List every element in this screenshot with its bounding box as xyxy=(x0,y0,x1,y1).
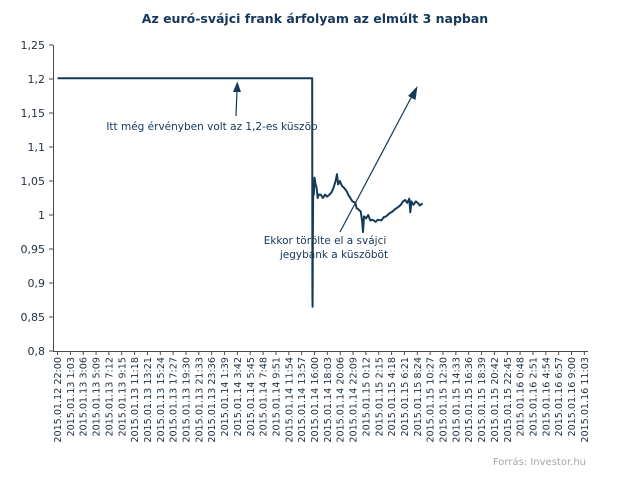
x-tick-label: 2015.01.16 6:57 xyxy=(554,357,565,437)
x-tick-label: 2015.01.13 3:06 xyxy=(79,357,90,437)
arrow-threshold-active xyxy=(235,89,238,117)
x-tick-label: 2015.01.15 10:27 xyxy=(426,357,437,443)
annotation-threshold-removed-line2: jegybank a küszöböt xyxy=(279,249,388,261)
series-line-eur-chf xyxy=(57,77,424,308)
x-tick-label: 2015.01.13 7:12 xyxy=(104,357,115,437)
x-tick-label: 2015.01.16 9:00 xyxy=(567,357,578,437)
x-tick-label: 2015.01.14 5:45 xyxy=(246,357,257,437)
y-tick-label: 1,2 xyxy=(28,73,46,86)
y-tick-label: 0,85 xyxy=(21,311,46,324)
y-tick-label: 1 xyxy=(38,209,45,222)
arrow-threshold-removed-head xyxy=(408,86,418,100)
x-tick-label: 2015.01.13 9:15 xyxy=(117,357,128,437)
chart-title: Az euró-svájci frank árfolyam az elmúlt … xyxy=(142,11,488,26)
y-axis-ticks: 1,25 1,2 1,15 1,1 1,05 1 0,95 0,9 0,85 0,8 xyxy=(21,39,53,358)
x-tick-label: 2015.01.15 20:42 xyxy=(490,357,501,443)
x-tick-label: 2015.01.13 15:24 xyxy=(156,357,167,443)
y-tick-label: 0,9 xyxy=(28,277,46,290)
x-tick-label: 2015.01.16 11:03 xyxy=(580,357,591,443)
x-tick-label: 2015.01.15 16:36 xyxy=(464,357,475,443)
x-tick-label: 2015.01.14 7:48 xyxy=(259,357,270,437)
arrow-threshold-active-head xyxy=(233,81,241,92)
x-tick-label: 2015.01.15 4:18 xyxy=(387,357,398,437)
x-tick-label: 2015.01.14 3:42 xyxy=(233,357,244,437)
y-tick-label: 1,1 xyxy=(28,141,46,154)
x-tick-label: 2015.01.13 17:27 xyxy=(169,357,180,443)
x-tick-label: 2015.01.15 22:45 xyxy=(503,357,514,443)
annotation-threshold-removed-line1: Ekkor törölte el a svájci xyxy=(264,235,387,247)
x-tick-label: 2015.01.16 2:51 xyxy=(528,357,539,437)
x-tick-label: 2015.01.15 18:39 xyxy=(477,357,488,443)
x-tick-label: 2015.01.14 11:54 xyxy=(284,357,295,443)
x-tick-label: 2015.01.13 11:18 xyxy=(130,357,141,443)
x-tick-label: 2015.01.14 9:51 xyxy=(271,357,282,437)
x-tick-label: 2015.01.12 22:00 xyxy=(53,357,64,443)
x-tick-label: 2015.01.14 16:00 xyxy=(310,357,321,443)
arrow-threshold-removed xyxy=(339,95,413,233)
x-tick-label: 2015.01.14 18:03 xyxy=(323,357,334,443)
x-tick-label: 2015.01.15 6:21 xyxy=(400,357,411,437)
source-label: Forrás: Investor.hu xyxy=(493,456,586,468)
x-tick-label: 2015.01.13 1:03 xyxy=(66,357,77,437)
y-tick-label: 1,25 xyxy=(21,39,46,52)
x-tick-label: 2015.01.15 12:30 xyxy=(439,357,450,443)
x-tick-label: 2015.01.15 2:15 xyxy=(374,357,385,437)
x-tick-label: 2015.01.13 5:09 xyxy=(92,357,103,437)
x-tick-label: 2015.01.15 8:24 xyxy=(413,357,424,437)
x-tick-label: 2015.01.16 4:54 xyxy=(541,357,552,437)
x-tick-label: 2015.01.13 19:30 xyxy=(182,357,193,443)
x-tick-label: 2015.01.13 23:36 xyxy=(207,357,218,443)
x-tick-label: 2015.01.14 20:06 xyxy=(336,357,347,443)
y-tick-label: 1,15 xyxy=(21,107,46,120)
x-tick-label: 2015.01.15 0:12 xyxy=(361,357,372,437)
x-tick-label: 2015.01.15 14:33 xyxy=(451,357,462,443)
x-tick-label: 2015.01.14 1:39 xyxy=(220,357,231,437)
y-tick-label: 0,95 xyxy=(21,243,46,256)
x-tick-label: 2015.01.14 13:57 xyxy=(297,357,308,443)
x-tick-label: 2015.01.13 21:33 xyxy=(194,357,205,443)
annotation-threshold-active: Itt még érvényben volt az 1,2-es küszöb xyxy=(106,121,318,133)
x-tick-label: 2015.01.14 22:09 xyxy=(349,357,360,443)
x-axis-ticks: 2015.01.12 22:00 2015.01.13 1:03 2015.01.1… xyxy=(53,351,591,443)
x-tick-label: 2015.01.13 13:21 xyxy=(143,357,154,443)
y-tick-label: 1,05 xyxy=(21,175,46,188)
x-tick-label: 2015.01.16 0:48 xyxy=(516,357,527,437)
y-tick-label: 0,8 xyxy=(28,345,46,358)
